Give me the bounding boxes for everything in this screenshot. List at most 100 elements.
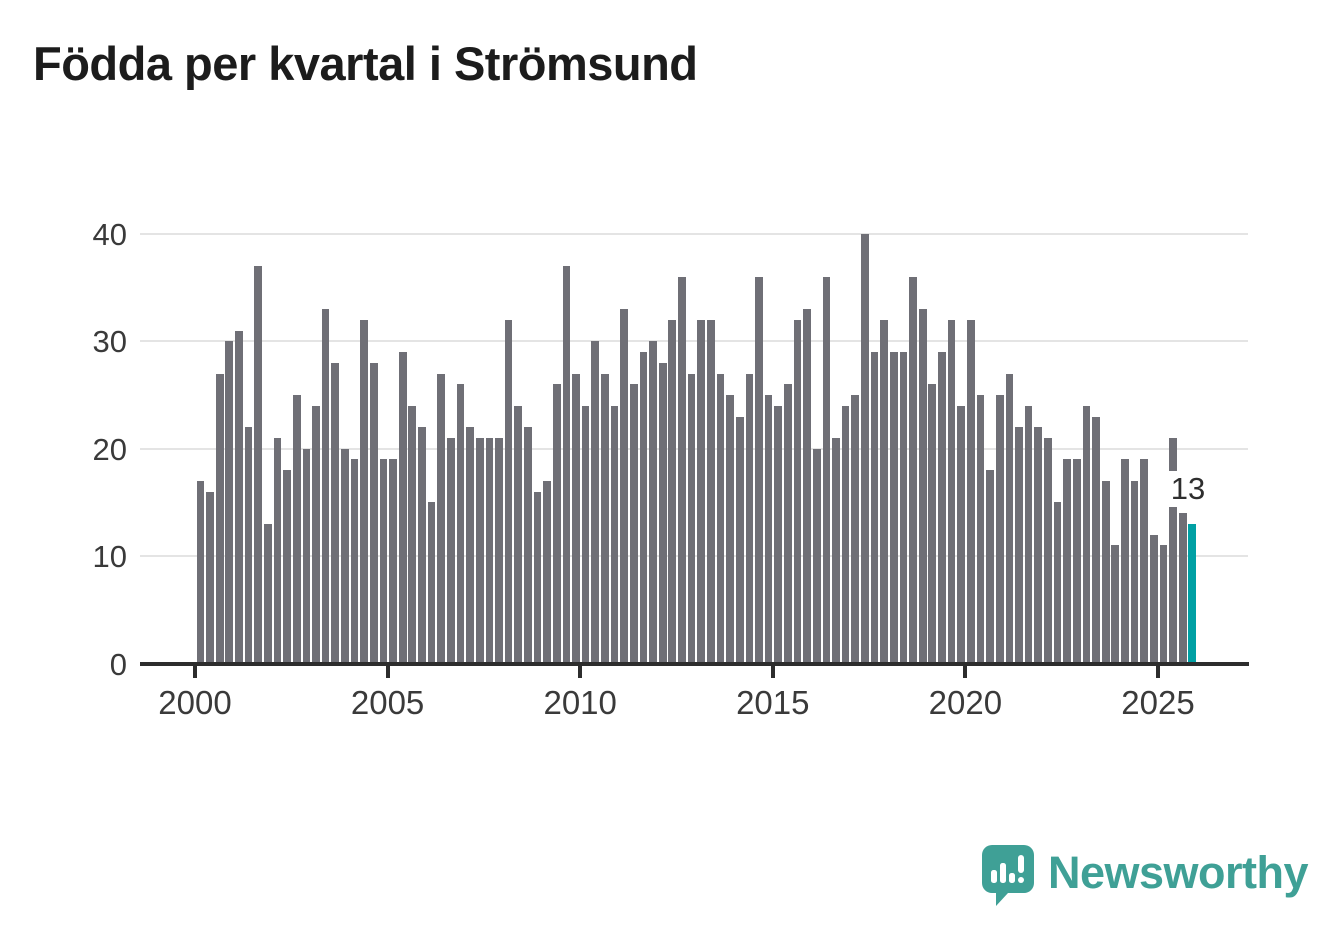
bar bbox=[1092, 416, 1100, 664]
bar bbox=[456, 384, 465, 664]
bar bbox=[235, 330, 243, 664]
bar bbox=[254, 266, 263, 664]
bar bbox=[225, 341, 234, 664]
bar bbox=[427, 502, 436, 664]
bar bbox=[543, 480, 551, 664]
bar bbox=[745, 373, 754, 664]
bar bbox=[504, 319, 513, 664]
x-tick-2015 bbox=[770, 666, 775, 678]
newsworthy-logo-text: Newsworthy bbox=[1048, 847, 1309, 898]
x-axis-label-2015: 2015 bbox=[736, 684, 810, 721]
bar bbox=[581, 405, 590, 664]
bar bbox=[572, 373, 580, 664]
bar bbox=[976, 395, 985, 664]
bar bbox=[909, 276, 917, 664]
bar bbox=[870, 352, 879, 664]
bar bbox=[1159, 545, 1168, 664]
x-axis-label-2025: 2025 bbox=[1121, 684, 1195, 721]
y-axis-label-20: 20 bbox=[92, 431, 127, 467]
y-axis-label-0: 0 bbox=[109, 646, 127, 682]
bar bbox=[196, 480, 205, 664]
value-callout-tail bbox=[1152, 478, 1166, 498]
bar bbox=[215, 373, 224, 664]
bar bbox=[629, 384, 638, 664]
bar bbox=[1053, 502, 1062, 664]
bar bbox=[687, 373, 696, 664]
bar bbox=[1149, 534, 1158, 664]
bar bbox=[1015, 427, 1023, 664]
bar bbox=[620, 309, 628, 664]
bar bbox=[379, 459, 388, 664]
bar bbox=[321, 309, 330, 664]
bar bbox=[812, 448, 821, 664]
bar bbox=[312, 405, 320, 664]
bar bbox=[360, 319, 368, 664]
bar bbox=[475, 438, 484, 664]
bar bbox=[861, 234, 869, 664]
bar bbox=[408, 405, 417, 664]
bar bbox=[967, 319, 975, 664]
gridline-y40 bbox=[140, 233, 1248, 235]
bar bbox=[1024, 405, 1033, 664]
bar bbox=[302, 448, 311, 664]
bar bbox=[851, 395, 860, 664]
bar bbox=[735, 416, 744, 664]
bar bbox=[1044, 438, 1052, 664]
x-tick-2005 bbox=[385, 666, 390, 678]
bar bbox=[793, 319, 802, 664]
bar bbox=[774, 405, 783, 664]
bar bbox=[1178, 513, 1187, 664]
bar bbox=[1034, 427, 1043, 664]
bar bbox=[533, 491, 542, 664]
bar bbox=[841, 405, 850, 664]
bar bbox=[437, 373, 446, 664]
bar bbox=[1169, 438, 1177, 664]
bar bbox=[264, 523, 272, 664]
bar bbox=[1005, 373, 1014, 664]
x-axis-label-2005: 2005 bbox=[350, 684, 425, 721]
bar bbox=[986, 470, 994, 664]
bar bbox=[552, 384, 561, 664]
highlighted-bar bbox=[1188, 523, 1197, 664]
x-axis-label-2000: 2000 bbox=[158, 684, 232, 721]
y-axis-label-10: 10 bbox=[92, 539, 127, 575]
bar bbox=[389, 459, 397, 664]
bar bbox=[1072, 459, 1081, 664]
bar bbox=[292, 395, 301, 664]
bar bbox=[1140, 459, 1149, 664]
bar bbox=[697, 319, 706, 664]
chart-title: Födda per kvartal i Strömsund bbox=[33, 37, 698, 90]
bar bbox=[755, 276, 763, 664]
bar bbox=[244, 427, 253, 664]
bar bbox=[331, 362, 340, 664]
bar bbox=[938, 352, 946, 664]
bar bbox=[1111, 545, 1120, 664]
bar bbox=[832, 438, 840, 664]
bar bbox=[995, 395, 1004, 664]
newsworthy-logo: Newsworthy bbox=[982, 845, 1309, 907]
bar bbox=[418, 427, 426, 664]
bar bbox=[928, 384, 937, 664]
bar bbox=[495, 438, 503, 664]
bar bbox=[601, 373, 609, 664]
bar bbox=[341, 448, 349, 664]
bar bbox=[562, 266, 571, 664]
x-axis-label-2020: 2020 bbox=[928, 684, 1003, 721]
bar bbox=[947, 319, 956, 664]
bar bbox=[716, 373, 725, 664]
bar bbox=[466, 427, 474, 664]
gridline-y30 bbox=[140, 340, 1248, 343]
y-axis-label-40: 40 bbox=[92, 217, 127, 252]
bar bbox=[1121, 459, 1129, 664]
bar bbox=[899, 352, 908, 664]
y-axis-label-30: 30 bbox=[92, 324, 127, 360]
x-tick-2000 bbox=[193, 666, 197, 678]
bar bbox=[668, 319, 677, 664]
x-tick-2025 bbox=[1156, 666, 1160, 678]
bar bbox=[514, 405, 523, 664]
bar bbox=[1082, 405, 1091, 664]
bar bbox=[957, 405, 966, 664]
value-callout: 13 bbox=[1163, 471, 1213, 507]
bar bbox=[273, 438, 282, 664]
bar bbox=[206, 491, 214, 664]
